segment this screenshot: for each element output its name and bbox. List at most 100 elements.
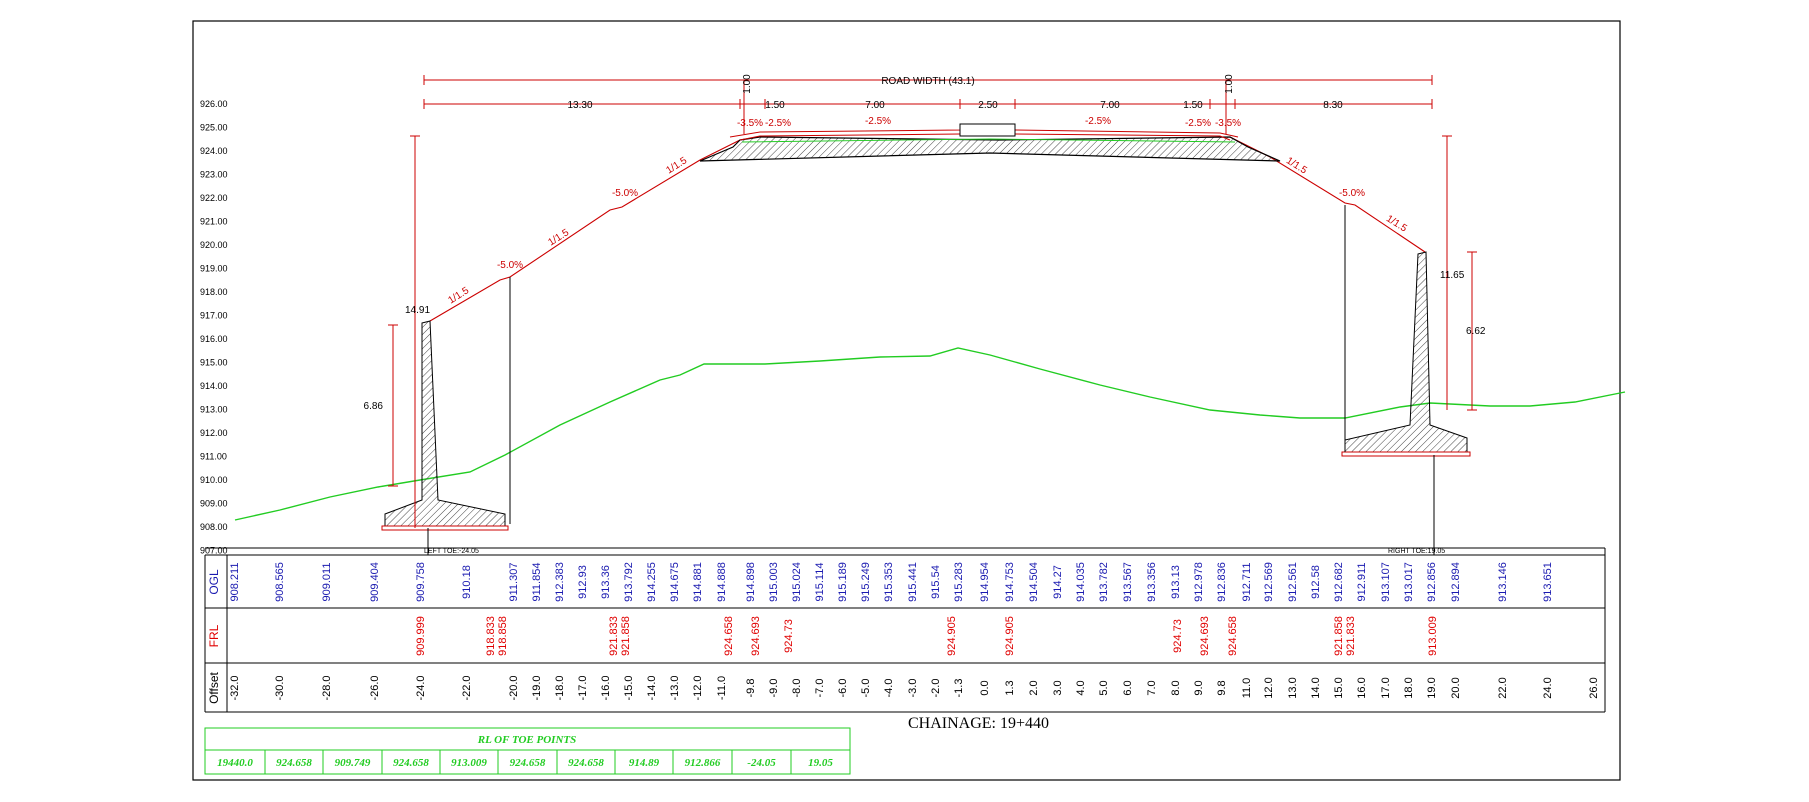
offset-value: -3.0	[907, 679, 919, 698]
elevation-label: 919.00	[200, 264, 228, 274]
frl-value: 924.658	[723, 616, 735, 656]
offset-values: -32.0 -30.0 -28.0 -26.0 -24.0 -22.0 -20.0 -19.0…	[229, 675, 1600, 700]
drawing-frame	[192, 20, 1621, 781]
dim-seg-1: 13.30	[567, 100, 592, 111]
elevation-label: 909.00	[200, 499, 228, 509]
rl-toe-value: 914.89	[629, 757, 660, 769]
elevation-label: 917.00	[200, 311, 228, 321]
offset-value: -30.0	[274, 675, 286, 700]
offset-value: -32.0	[229, 675, 241, 700]
offset-value: -26.0	[369, 675, 381, 700]
dim-seg-6: 1.50	[1183, 100, 1203, 111]
ogl-value: 914.888	[716, 562, 728, 602]
ogl-value: 913.356	[1146, 562, 1158, 602]
ogl-value: 912.58	[1310, 565, 1322, 599]
dim-seg-2: 1.50	[765, 100, 785, 111]
frl-value: 909.999	[415, 616, 427, 656]
elevation-label: 926.00	[200, 99, 228, 109]
dim-seg-7: 8.30	[1323, 100, 1343, 111]
ogl-value: 912.93	[577, 565, 589, 599]
offset-value: -13.0	[669, 675, 681, 700]
slope-carriage-right: -2.5%	[1085, 116, 1111, 127]
dim-seg-3: 7.00	[865, 100, 885, 111]
ogl-value: 913.107	[1380, 562, 1392, 602]
ogl-value: 912.911	[1356, 563, 1368, 602]
ogl-value: 915.54	[930, 565, 942, 599]
frl-value: 924.658	[1227, 616, 1239, 656]
rl-toe-value: -24.05	[747, 757, 776, 769]
ogl-value: 910.18	[461, 565, 473, 599]
rl-toe-value: 913.009	[451, 757, 487, 769]
right-wall-inner: 6.62	[1466, 326, 1486, 337]
ogl-value: 913.792	[623, 562, 635, 602]
ogl-value: 915.353	[883, 562, 895, 602]
slope-left-lower-ratio: 1/1.5	[446, 285, 471, 306]
offset-value: 15.0	[1333, 677, 1345, 698]
offset-value: -4.0	[883, 679, 895, 698]
offset-value: -6.0	[837, 679, 849, 698]
frl-value: 918.858	[497, 616, 509, 656]
offset-value: 7.0	[1146, 680, 1158, 695]
ogl-value: 912.561	[1287, 562, 1299, 602]
ogl-value: 915.441	[907, 562, 919, 602]
dimension-lines	[388, 75, 1477, 528]
offset-value: 22.0	[1497, 677, 1509, 698]
dim-seg-5: 7.00	[1100, 100, 1120, 111]
ogl-value: 913.146	[1497, 562, 1509, 602]
ogl-value: 914.255	[646, 562, 658, 602]
ogl-values: 908.211 908.565 909.011 909.404 909.758 910.1…	[229, 562, 1554, 602]
offset-value: -5.0	[860, 679, 872, 698]
offset-value: 18.0	[1403, 677, 1415, 698]
rl-toe-dividers	[264, 750, 792, 774]
pavement-subbase-lines	[741, 138, 1236, 143]
elevation-label: 915.00	[200, 358, 228, 368]
rl-toe-value: 909.749	[335, 757, 371, 769]
ogl-value: 914.881	[692, 562, 704, 602]
extension-lines	[427, 205, 1435, 555]
elevation-label: 912.00	[200, 428, 228, 438]
rl-toe-value: 924.658	[393, 757, 429, 769]
slope-right-lower-ratio: 1/1.5	[1384, 213, 1409, 234]
offset-value: 12.0	[1263, 677, 1275, 698]
ogl-value: 913.017	[1403, 562, 1415, 602]
ogl-value: 915.283	[953, 562, 965, 602]
ogl-value: 912.383	[554, 562, 566, 602]
ogl-value: 914.898	[745, 562, 757, 602]
frl-value: 921.858	[620, 616, 632, 656]
offset-value: -7.0	[814, 679, 826, 698]
elevation-label: 922.00	[200, 193, 228, 203]
offset-value: -16.0	[600, 675, 612, 700]
frl-value: 921.833	[608, 616, 620, 656]
offset-value: 0.0	[979, 680, 991, 695]
frl-value: 921.858	[1333, 616, 1345, 656]
ogl-value: 915.249	[860, 562, 872, 602]
ogl-value: 908.211	[229, 563, 241, 602]
slope-left-mid-ratio: 1/1.5	[546, 227, 571, 248]
ogl-value: 912.856	[1426, 562, 1438, 602]
road-width-label: ROAD WIDTH (43.1)	[881, 76, 974, 87]
ogl-value: 909.404	[369, 562, 381, 602]
ogl-value: 912.682	[1333, 562, 1345, 602]
rl-toe-value: 924.658	[276, 757, 312, 769]
ogl-value: 911.854	[531, 563, 543, 602]
ogl-value: 914.504	[1028, 562, 1040, 602]
offset-value: -1.3	[953, 679, 965, 698]
ogl-value: 913.567	[1122, 562, 1134, 602]
elevation-label: 910.00	[200, 475, 228, 485]
slope-top-left-inner: -2.5%	[765, 118, 791, 129]
elevation-label: 911.00	[200, 452, 227, 462]
chainage-label: CHAINAGE: 19+440	[908, 715, 1049, 732]
right-wall-height: 11.65	[1440, 270, 1465, 281]
offset-value: 1.3	[1004, 680, 1016, 695]
elevation-label: 908.00	[200, 522, 228, 532]
rl-toe-value: 19440.0	[217, 757, 253, 769]
offset-value: -2.0	[930, 679, 942, 698]
offset-value: 20.0	[1450, 677, 1462, 698]
frl-value: 924.905	[946, 616, 958, 656]
offset-value: 5.0	[1098, 680, 1110, 695]
ogl-value: 914.954	[979, 562, 991, 602]
offset-value: -22.0	[461, 675, 473, 700]
rl-toe-table	[204, 727, 851, 775]
ogl-value: 912.894	[1450, 562, 1462, 602]
frl-value: 921.833	[1345, 616, 1357, 656]
